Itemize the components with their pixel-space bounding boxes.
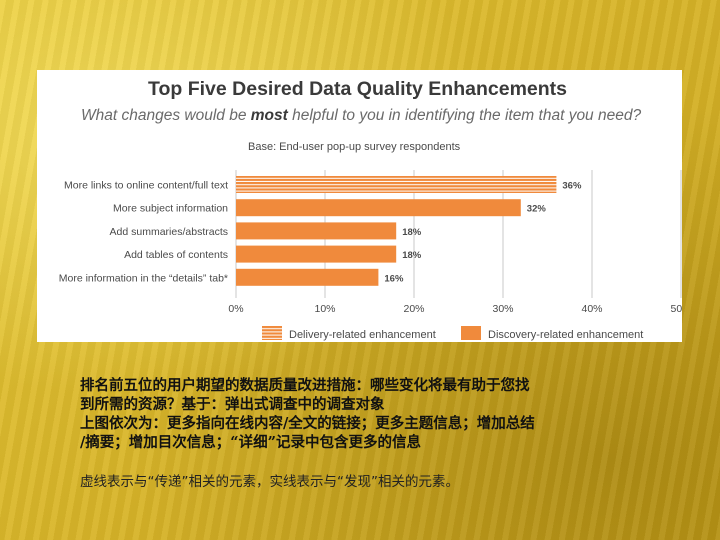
value-labels: 36% 32% 18% 18% 16% bbox=[384, 181, 582, 285]
value-label: 18% bbox=[402, 250, 422, 261]
legend-swatch bbox=[461, 326, 481, 340]
category-label: Add summaries/abstracts bbox=[110, 226, 228, 238]
x-tick-label: 10% bbox=[314, 303, 335, 315]
value-label: 16% bbox=[384, 273, 404, 284]
caption-line: 上图依次为：更多指向在线内容/全文的链接；更多主题信息；增加总结 bbox=[80, 415, 535, 432]
bar bbox=[236, 199, 521, 217]
x-axis-ticks: 0% 10% 20% 30% 40% 50% bbox=[228, 303, 682, 315]
chart-title: Top Five Desired Data Quality Enhancemen… bbox=[148, 78, 567, 100]
category-label: More information in the “details” tab* bbox=[59, 272, 228, 284]
caption-line: 排名前五位的用户期望的数据质量改进措施：哪些变化将最有助于您找 bbox=[80, 377, 530, 394]
legend: Delivery-related enhancement Discovery-re… bbox=[262, 326, 643, 341]
legend-label: Discovery-related enhancement bbox=[488, 329, 643, 341]
chart-panel: Top Five Desired Data Quality Enhancemen… bbox=[37, 70, 682, 342]
caption-note: 虚线表示与“传递”相关的元素，实线表示与“发现”相关的元素。 bbox=[80, 474, 459, 490]
x-tick-label: 30% bbox=[492, 303, 513, 315]
base-note: Base: End-user pop-up survey respondents bbox=[248, 141, 461, 153]
bar-chart: Top Five Desired Data Quality Enhancemen… bbox=[59, 78, 682, 341]
chart-subtitle: What changes would be most helpful to yo… bbox=[81, 107, 641, 124]
category-label: Add tables of contents bbox=[124, 249, 228, 261]
category-label: More links to online content/full text bbox=[64, 180, 228, 192]
x-tick-label: 0% bbox=[228, 303, 243, 315]
x-tick-label: 40% bbox=[581, 303, 602, 315]
legend-swatch bbox=[262, 326, 282, 340]
x-tick-label: 50% bbox=[670, 303, 682, 315]
subtitle-emphasis: most bbox=[251, 107, 289, 124]
value-label: 36% bbox=[562, 181, 582, 192]
bar bbox=[236, 268, 379, 286]
value-label: 18% bbox=[402, 227, 422, 238]
x-tick-label: 20% bbox=[403, 303, 424, 315]
category-labels: More links to online content/full text Mo… bbox=[59, 180, 228, 285]
bars bbox=[236, 176, 557, 286]
bar bbox=[236, 222, 397, 240]
category-label: More subject information bbox=[113, 203, 228, 215]
caption-line: 到所需的资源？基于：弹出式调查中的调查对象 bbox=[80, 396, 385, 413]
bar bbox=[236, 176, 557, 193]
subtitle-prefix: What changes would be bbox=[81, 107, 251, 124]
value-label: 32% bbox=[527, 204, 547, 215]
caption-line: /摘要；增加目次信息；“详细”记录中包含更多的信息 bbox=[80, 434, 421, 451]
legend-label: Delivery-related enhancement bbox=[289, 329, 436, 341]
bar bbox=[236, 245, 397, 263]
subtitle-suffix: helpful to you in identifying the item t… bbox=[288, 107, 642, 124]
caption-block: 排名前五位的用户期望的数据质量改进措施：哪些变化将最有助于您找 到所需的资源？基… bbox=[80, 376, 680, 452]
